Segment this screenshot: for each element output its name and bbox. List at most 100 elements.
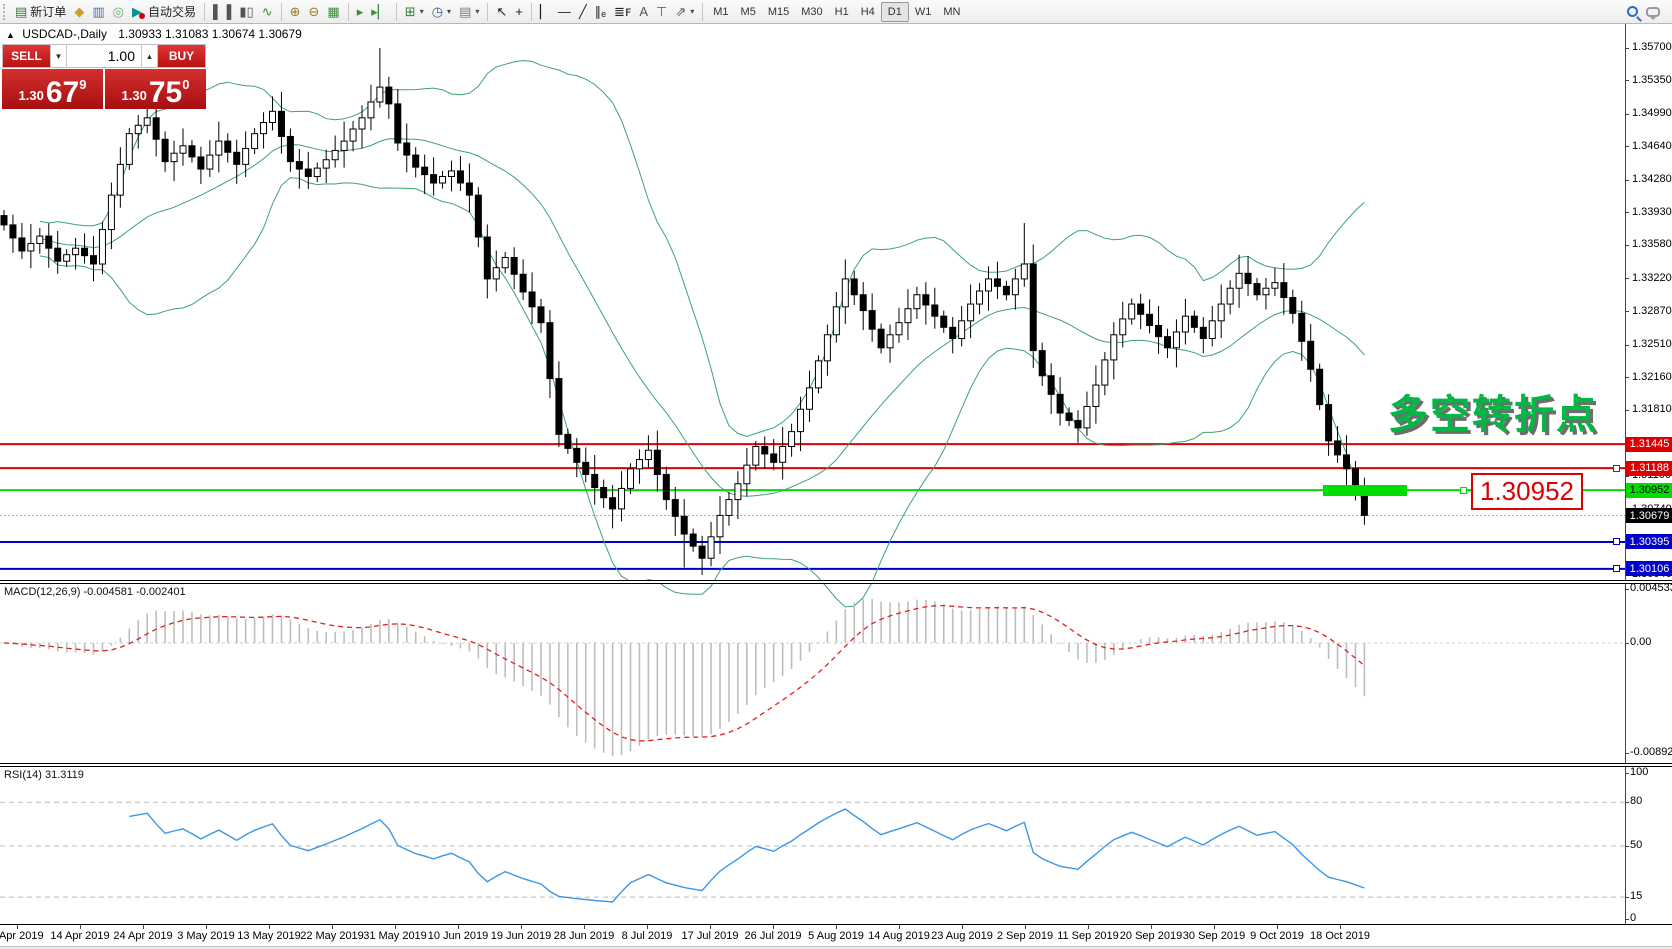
date-tick-dash — [646, 925, 648, 929]
price-tick-1.33930: 1.33930 — [1632, 205, 1672, 218]
timeframe-m30[interactable]: M30 — [801, 5, 823, 18]
volume-input[interactable]: 1.00 — [67, 45, 141, 67]
chevron-down-icon[interactable]: ▾ — [419, 7, 424, 16]
new-order-button[interactable]: ▤ 新订单 — [11, 2, 70, 22]
macd-tick-dash — [1625, 752, 1629, 754]
macd-tick-dash — [1625, 588, 1629, 590]
toolbar-separator — [530, 2, 532, 21]
price-marker-1.30952[interactable]: 1.30952 — [1626, 482, 1672, 498]
date-label-13: 5 Aug 2019 — [808, 930, 864, 942]
timeframe-m1[interactable]: M1 — [713, 5, 729, 18]
timeframe-m5[interactable]: M5 — [740, 5, 756, 18]
market-watch-button[interactable]: ▥ — [88, 2, 108, 22]
macd-tick-0.00: 0.00 — [1630, 636, 1652, 648]
tile-windows-button[interactable]: ▦ — [323, 2, 343, 22]
macd-indicator — [0, 599, 1625, 757]
price-marker-1.30106[interactable]: 1.30106 — [1626, 561, 1672, 577]
buy-price-button[interactable]: 1.30 75 0 — [105, 69, 206, 109]
price-marker-1.31445[interactable]: 1.31445 — [1626, 436, 1672, 452]
rsi-tick-dash — [1625, 918, 1629, 920]
timeframe-h4[interactable]: H4 — [860, 5, 875, 18]
chat-button[interactable] — [1642, 2, 1664, 22]
horizontal-line-button[interactable]: — — [554, 2, 575, 22]
chevron-down-icon[interactable]: ▾ — [447, 7, 452, 16]
price-marker-1.30395[interactable]: 1.30395 — [1626, 534, 1672, 550]
price-tick-1.35700: 1.35700 — [1632, 41, 1672, 53]
chevron-down-icon[interactable]: ▾ — [690, 7, 695, 16]
market-watch-icon: ▥ — [92, 4, 105, 19]
toolbar-grip[interactable] — [3, 3, 8, 20]
zoom-in-button[interactable]: ⊕ — [286, 2, 305, 22]
collapse-panel-icon[interactable]: ▲ — [6, 30, 15, 40]
price-marker-1.30679[interactable]: 1.30679 — [1626, 508, 1672, 523]
candles — [0, 48, 1368, 576]
trendline-button[interactable]: ╱ — [575, 2, 591, 22]
rsi-tick-dash — [1625, 801, 1629, 803]
date-tick-dash — [583, 925, 585, 929]
volume-decrease-button[interactable]: ▼ — [50, 45, 67, 67]
timeframe-mn[interactable]: MN — [943, 5, 961, 18]
line-handle-1.30106[interactable] — [1613, 565, 1620, 573]
date-label-9: 28 Jun 2019 — [553, 930, 615, 942]
toolbar: ▤ 新订单 ◆ ▥ ◎ ▶ 自动交易 ▌▐ ▮▯ ∿ ⊕ ⊖ ▦ ▸ ▸▏ ⊞ ▾ ◷ ▾ ▤ ▾ ↖ + ▏ — ╱ ∥ₑ ≣ꜰ A ⊤… — [0, 0, 1672, 24]
autotrading-button[interactable]: ▶ 自动交易 — [128, 2, 200, 22]
support-price-callout[interactable]: 1.30952 — [1471, 473, 1583, 510]
horizontal-line-icon: — — [557, 4, 571, 19]
line-handle-1.30395[interactable] — [1613, 538, 1620, 546]
timeframe-d1[interactable]: D1 — [880, 1, 909, 22]
horizontal-lines[interactable] — [0, 443, 1625, 570]
chat-icon — [1646, 6, 1660, 20]
zoom-out-button[interactable]: ⊖ — [305, 2, 324, 22]
arrows-button[interactable]: ⇗ ▾ — [671, 2, 698, 22]
highlighted-support-segment[interactable] — [1323, 485, 1407, 496]
chart-shift-button[interactable]: ▸▏ — [367, 2, 392, 22]
open-chart-button[interactable]: ◆ — [70, 2, 88, 22]
buy-button[interactable]: BUY — [158, 45, 205, 67]
date-tick-dash — [709, 925, 711, 929]
text-button[interactable]: A — [635, 2, 652, 22]
channel-button[interactable]: ∥ₑ — [591, 2, 610, 22]
cursor-button[interactable]: ↖ — [492, 2, 511, 22]
templates-button[interactable]: ▤ ▾ — [455, 2, 483, 22]
price-tick-dash — [1625, 344, 1629, 346]
timeframe-h1[interactable]: H1 — [834, 5, 849, 18]
line-handle-1.31188[interactable] — [1613, 464, 1620, 472]
candlestick-mode-button[interactable]: ▮▯ — [235, 2, 257, 22]
date-tick-dash — [1087, 925, 1089, 929]
price-marker-1.31188[interactable]: 1.31188 — [1626, 460, 1672, 476]
vertical-line-button[interactable]: ▏ — [536, 2, 554, 22]
zoom-in-icon: ⊕ — [289, 4, 301, 19]
line-handle-1.30952[interactable] — [1460, 486, 1467, 494]
toolbar-separator — [280, 2, 282, 21]
timeframe-w1[interactable]: W1 — [914, 5, 932, 18]
macd-rsi-separator[interactable] — [0, 763, 1672, 767]
chevron-down-icon[interactable]: ▾ — [475, 7, 480, 16]
periods-button[interactable]: ◷ ▾ — [428, 2, 455, 22]
date-tick-dash — [772, 925, 774, 929]
date-label-16: 2 Sep 2019 — [996, 930, 1054, 942]
fibonacci-button[interactable]: ≣ꜰ — [610, 2, 635, 22]
signals-button[interactable]: ◎ — [109, 2, 128, 22]
turning-point-annotation[interactable]: 多空转折点 — [1388, 393, 1598, 437]
crosshair-button[interactable]: + — [511, 2, 527, 22]
auto-scroll-button[interactable]: ▸ — [353, 2, 368, 22]
sell-price-point: 9 — [79, 77, 87, 92]
text-label-button[interactable]: ⊤ — [652, 2, 671, 22]
indicators-button[interactable]: ⊞ ▾ — [401, 2, 428, 22]
line-chart-mode-button[interactable]: ∿ — [258, 2, 277, 22]
timeframe-m15[interactable]: M15 — [767, 5, 790, 18]
price-tick-dash — [1625, 475, 1629, 477]
date-tick-dash — [457, 925, 459, 929]
rsi-tick-80: 80 — [1630, 795, 1643, 808]
sell-button[interactable]: SELL — [3, 45, 50, 67]
search-button[interactable] — [1623, 2, 1642, 22]
bar-chart-mode-button[interactable]: ▌▐ — [209, 2, 235, 22]
sell-price-button[interactable]: 1.30 67 9 — [2, 69, 103, 109]
price-axis-line — [1625, 24, 1626, 925]
cursor-icon: ↖ — [496, 4, 508, 19]
volume-increase-button[interactable]: ▲ — [141, 45, 158, 67]
main-macd-separator[interactable] — [0, 580, 1672, 584]
price-tick-1.34640: 1.34640 — [1632, 139, 1672, 152]
